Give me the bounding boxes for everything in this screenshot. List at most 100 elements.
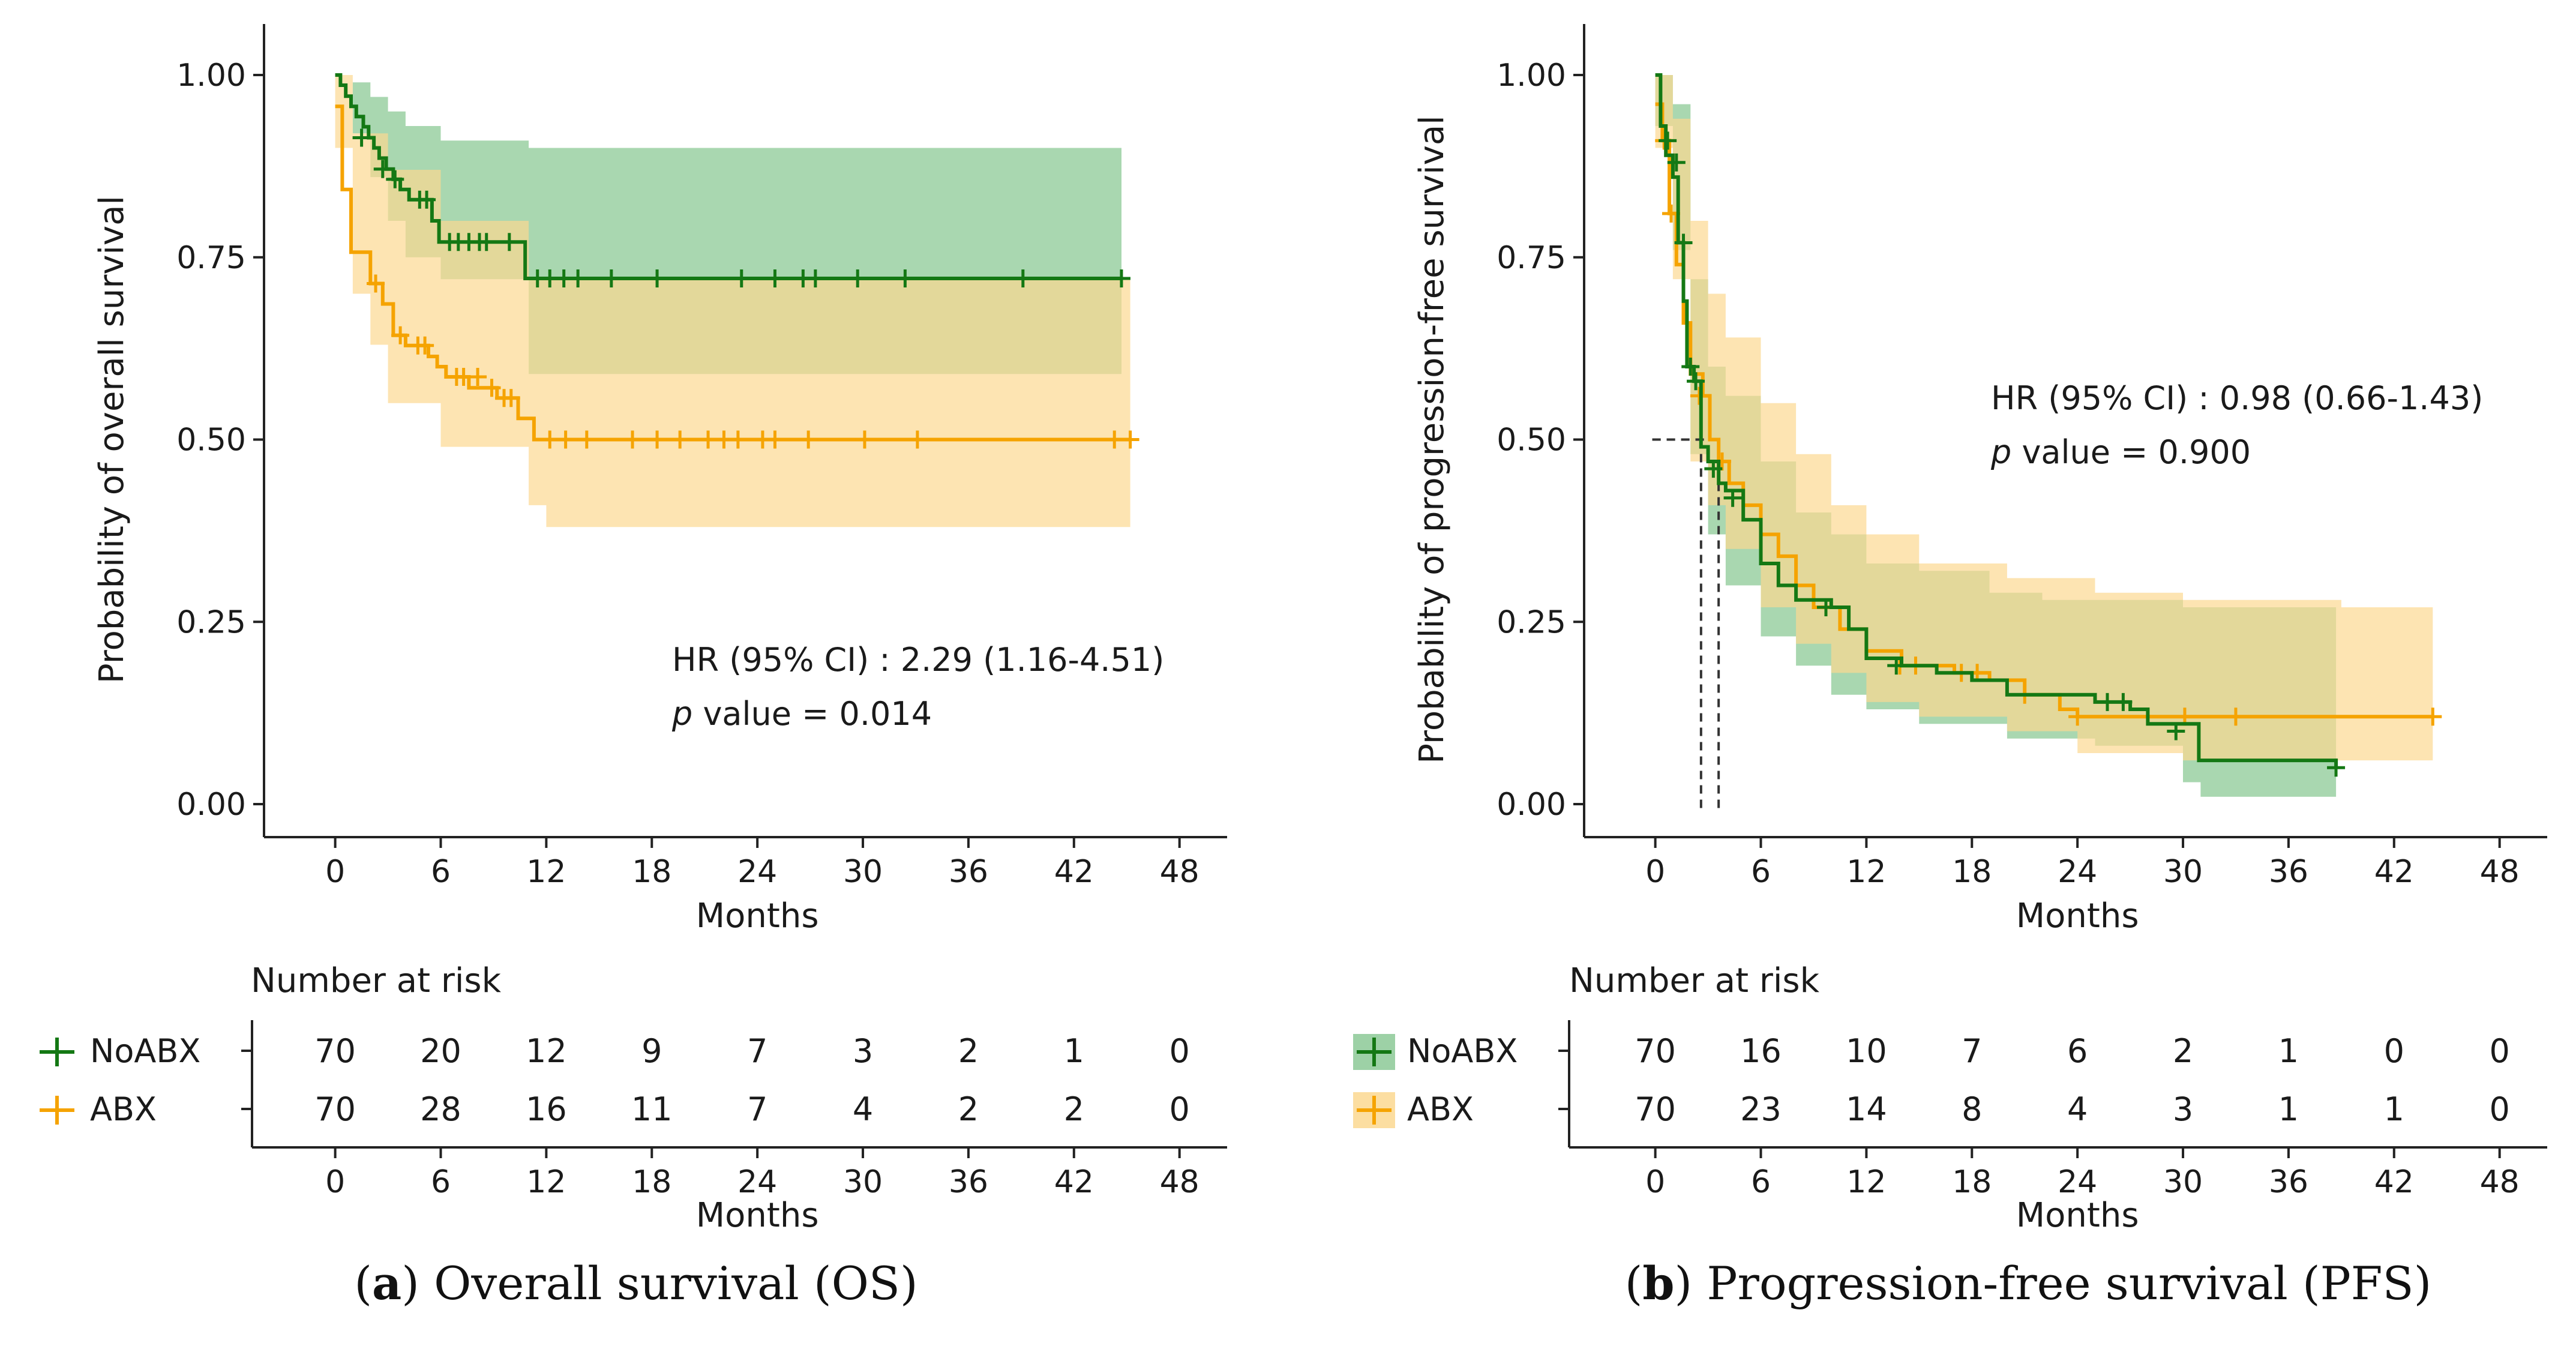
risk-count-abx: 14 [1846,1090,1887,1128]
y-axis-title: Probability of overall survival [92,196,131,684]
risk-count-noabx: 0 [2490,1032,2510,1070]
x-tick-label: 0 [325,854,345,890]
risk-x-tick-label: 6 [431,1164,451,1200]
risk-x-tick-label: 18 [1952,1164,1992,1200]
p-value-annotation: p value = 0.900 [1990,433,2251,471]
censor-mark-abx-18 [728,430,747,449]
risk-x-axis-title: Months [696,1196,819,1235]
censor-mark-noabx-23 [1013,269,1032,287]
risk-count-abx: 70 [1635,1090,1676,1128]
risk-count-abx: 8 [1962,1090,1982,1128]
censor-mark-noabx-4 [1687,372,1705,391]
y-tick-label: 0.50 [1497,422,1566,458]
risk-count-abx: 1 [2278,1090,2299,1128]
censor-mark-noabx-24 [1112,269,1130,287]
legend-label-abx: ABX [1407,1090,1474,1128]
risk-x-tick-label: 36 [2269,1164,2308,1200]
risk-count-abx: 1 [2384,1090,2404,1128]
risk-table-title: Number at risk [251,961,502,1000]
censor-mark-abx-3 [416,336,434,355]
caption-open-paren: ( [1625,1257,1643,1310]
legend-label-noabx: NoABX [1407,1032,1518,1070]
censor-mark-abx-20 [766,430,784,449]
censor-mark-abx-23 [908,430,926,449]
caption-close-paren: ) [1675,1257,1693,1310]
censor-mark-noabx-2 [1674,233,1693,252]
risk-count-abx: 11 [631,1090,673,1128]
caption-open-paren: ( [354,1257,372,1310]
risk-count-noabx: 20 [420,1032,461,1070]
hr-annotation: HR (95% CI) : 2.29 (1.16-4.51) [672,641,1164,679]
risk-x-tick-label: 6 [1751,1164,1771,1200]
x-tick-label: 12 [1846,854,1886,890]
curve-noabx [335,73,1121,280]
risk-count-noabx: 2 [2173,1032,2193,1070]
x-tick-label: 48 [2480,854,2520,890]
censor-mark-noabx-5 [1704,460,1723,478]
censor-mark-abx-16 [699,430,718,449]
risk-count-noabx: 7 [1962,1032,1982,1070]
x-tick-label: 24 [737,854,777,890]
x-tick-label: 30 [843,854,883,890]
y-tick-label: 0.25 [176,604,246,640]
censor-mark-noabx-1 [1667,153,1686,172]
censor-mark-noabx-4 [418,190,436,209]
censor-mark-noabx-14 [569,269,587,287]
p-letter: p [1990,433,2011,471]
risk-count-abx: 3 [2173,1090,2193,1128]
risk-count-abx: 0 [1169,1090,1190,1128]
hr-annotation: HR (95% CI) : 0.98 (0.66-1.43) [1991,379,2483,417]
x-tick-label: 30 [2163,854,2203,890]
ci-band-abx [335,75,1130,527]
y-tick-label: 0.00 [176,787,246,823]
censor-mark-noabx-15 [602,269,620,287]
censor-mark-noabx-0 [1659,131,1677,150]
risk-x-tick-label: 42 [1054,1164,1094,1200]
risk-count-noabx: 6 [2067,1032,2088,1070]
risk-count-noabx: 3 [853,1032,873,1070]
censor-mark-noabx-9 [477,233,496,251]
legend-key-noabx [1357,1038,1392,1066]
risk-x-tick-label: 30 [843,1164,883,1200]
censor-mark-abx-21 [799,430,818,449]
risk-x-tick-label: 36 [949,1164,988,1200]
caption-text: Progression-free survival (PFS) [1692,1257,2431,1310]
y-axis-title: Probability of progression-free survival [1413,115,1452,764]
x-tick-label: 36 [2269,854,2308,890]
y-tick-label: 0.25 [1497,604,1566,640]
risk-count-noabx: 70 [314,1032,356,1070]
risk-count-noabx: 1 [2278,1032,2299,1070]
x-tick-label: 42 [2374,854,2414,890]
censor-mark-noabx-10 [500,233,518,251]
panel-caption-pfs: (b) Progression-free survival (PFS) [1625,1257,2432,1310]
censor-mark-abx-7 [482,379,501,397]
risk-count-noabx: 9 [641,1032,662,1070]
censor-mark-noabx-8 [1887,656,1906,675]
risk-x-tick-label: 24 [2058,1164,2097,1200]
risk-count-abx: 28 [420,1090,461,1128]
risk-count-noabx: 0 [1169,1032,1190,1070]
p-value-annotation: p value = 0.014 [671,695,932,733]
legend-key-noabx [40,1038,74,1066]
x-tick-label: 12 [526,854,566,890]
curve-noabx [1655,73,2338,768]
risk-count-abx: 2 [958,1090,979,1128]
x-tick-label: 36 [949,854,988,890]
p-letter: p [671,695,692,733]
ci-band-abx [1655,75,2433,761]
risk-count-noabx: 0 [2384,1032,2404,1070]
x-tick-label: 42 [1054,854,1094,890]
risk-count-noabx: 70 [1635,1032,1676,1070]
risk-x-tick-label: 30 [2163,1164,2203,1200]
risk-count-abx: 4 [2067,1090,2088,1128]
caption-letter: b [1642,1257,1674,1310]
x-tick-label: 6 [1751,854,1771,890]
x-tick-label: 18 [1952,854,1992,890]
risk-x-tick-label: 12 [526,1164,566,1200]
chart-panel-os: 0.000.250.500.751.000 6 12 18 24 30 36 42 48Mont… [40,24,1227,1310]
risk-x-tick-label: 48 [1160,1164,1199,1200]
censor-mark-noabx-22 [896,269,914,287]
censor-mark-abx-25 [1121,430,1139,449]
